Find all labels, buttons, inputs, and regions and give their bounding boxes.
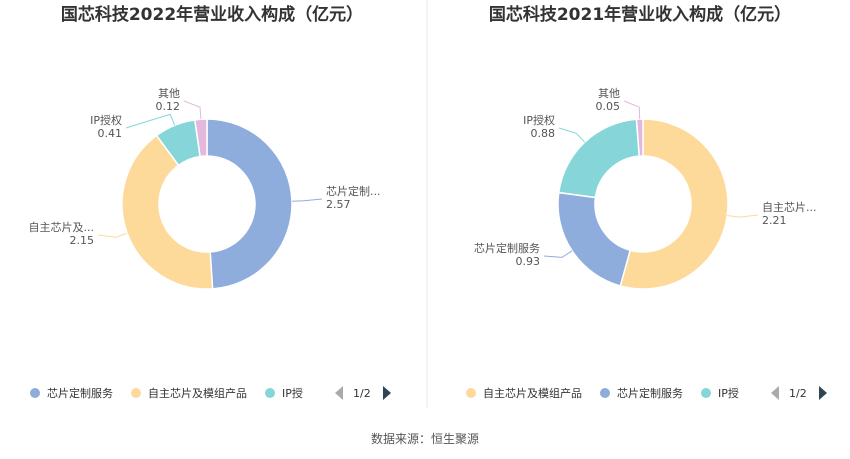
source-note: 数据来源：恒生聚源	[371, 431, 479, 446]
legend-label-芯片定制服务-2022[interactable]: 芯片定制服务	[47, 386, 113, 400]
legend-next-arrow-icon-2021[interactable]	[819, 386, 827, 400]
leader-line-自主芯片及模组产品-2021	[727, 214, 759, 218]
slice-label-其他-2022: 其他	[158, 87, 180, 100]
legend-2022: 芯片定制服务 自主芯片及模组产品 IP授 1/2	[30, 386, 391, 400]
leader-line-IP授权-2021	[558, 127, 586, 143]
leader-line-IP授权-2022	[125, 113, 176, 129]
legend-2021: 自主芯片及模组产品 芯片定制服务 IP授 1/2	[466, 386, 827, 400]
legend-marker-IP授-2021[interactable]	[701, 388, 711, 398]
slice-其他-2021[interactable]	[635, 118, 644, 157]
slice-value-芯片定制服务-2022: 2.57	[326, 198, 351, 211]
slice-IP授权-2021[interactable]	[557, 118, 641, 199]
slice-label-IP授权-2021: IP授权	[523, 113, 555, 127]
legend-next-arrow-icon-2022[interactable]	[383, 386, 391, 400]
leader-line-其他-2022	[183, 100, 202, 120]
slice-value-IP授权-2021: 0.88	[531, 127, 556, 140]
legend-marker-芯片定制服务-2022[interactable]	[30, 388, 40, 398]
legend-label-IP授-2021[interactable]: IP授	[718, 386, 739, 400]
legend-marker-自主芯片及模组产品-2022[interactable]	[131, 388, 141, 398]
slice-label-芯片定制服务-2021: 芯片定制服务	[474, 241, 540, 255]
slice-value-IP授权-2022: 0.41	[98, 127, 123, 140]
legend-label-自主芯片及模组产品-2022[interactable]: 自主芯片及模组产品	[148, 386, 247, 400]
slice-label-芯片定制服务-2022: 芯片定制...	[326, 184, 381, 198]
slice-value-芯片定制服务-2021: 0.93	[516, 255, 541, 268]
chart-title-2022: 国芯科技2022年营业收入构成（亿元）	[61, 4, 363, 25]
legend-marker-IP授-2022[interactable]	[265, 388, 275, 398]
slice-芯片定制服务-2022[interactable]	[206, 118, 293, 290]
legend-label-IP授-2022[interactable]: IP授	[282, 386, 303, 400]
legend-marker-自主芯片及模组产品-2021[interactable]	[466, 388, 476, 398]
legend-label-芯片定制服务-2021[interactable]: 芯片定制服务	[617, 386, 683, 400]
legend-page-indicator-2022: 1/2	[353, 387, 371, 400]
slice-自主芯片及模组产品-2022[interactable]	[121, 134, 214, 290]
leader-line-芯片定制服务-2022	[291, 198, 323, 202]
slice-自主芯片及模组产品-2021[interactable]	[619, 118, 729, 290]
slice-value-其他-2022: 0.12	[156, 100, 181, 113]
chart-title-2021: 国芯科技2021年营业收入构成（亿元）	[489, 4, 791, 25]
legend-marker-芯片定制服务-2021[interactable]	[600, 388, 610, 398]
legend-page-indicator-2021: 1/2	[789, 387, 807, 400]
slice-value-自主芯片及模组产品-2021: 2.21	[762, 214, 787, 227]
slice-label-IP授权-2022: IP授权	[90, 113, 122, 127]
leader-line-其他-2021	[623, 100, 641, 120]
legend-label-自主芯片及模组产品-2021[interactable]: 自主芯片及模组产品	[483, 386, 582, 400]
slice-其他-2022[interactable]	[193, 118, 208, 158]
slice-value-其他-2021: 0.05	[596, 100, 621, 113]
leader-line-自主芯片及模组产品-2022	[97, 232, 128, 238]
slice-label-自主芯片及模组产品-2021: 自主芯片...	[762, 200, 817, 214]
slice-value-自主芯片及模组产品-2022: 2.15	[70, 234, 95, 247]
slice-芯片定制服务-2021[interactable]	[557, 191, 632, 287]
legend-prev-arrow-icon-2021[interactable]	[771, 386, 779, 400]
leader-line-芯片定制服务-2021	[543, 250, 573, 258]
slice-label-其他-2021: 其他	[598, 87, 620, 100]
legend-prev-arrow-icon-2022[interactable]	[335, 386, 343, 400]
slice-label-自主芯片及模组产品-2022: 自主芯片及...	[29, 220, 95, 234]
